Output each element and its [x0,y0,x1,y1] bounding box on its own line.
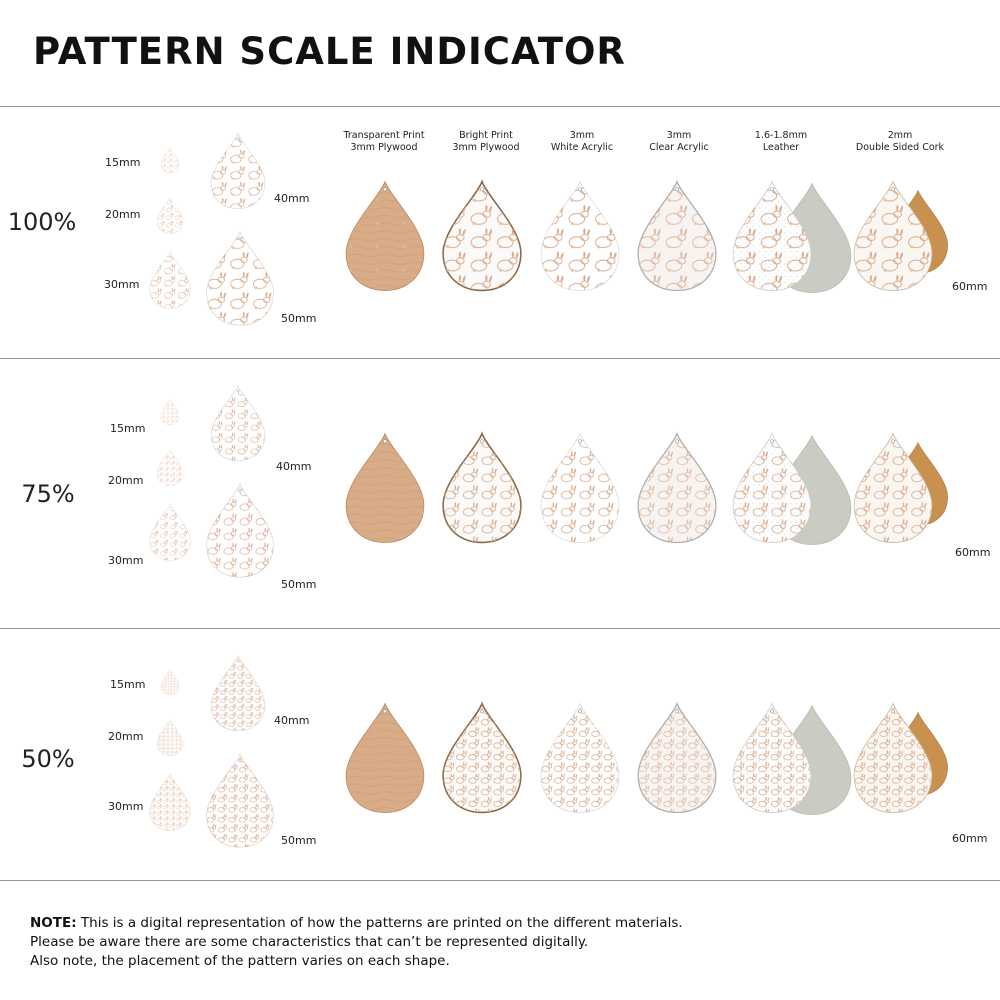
material-plywood-transparent [345,181,425,291]
swatch-40mm [210,133,266,209]
swatch-40mm [210,655,266,731]
swatch-15mm [160,146,180,174]
material-plywood-bright [442,702,522,814]
material-plywood-transparent [345,433,425,543]
material-header-cork: 2mm Double Sided Cork [855,130,945,153]
size-label-15mm: 15mm [110,422,146,435]
size-label-50mm: 50mm [281,312,317,325]
material-leather-front [732,433,812,543]
material-header-white-acrylic: 3mm White Acrylic [550,130,614,153]
material-white-acrylic [540,181,620,291]
page-title: PATTERN SCALE INDICATOR [33,30,626,73]
size-label-60mm: 60mm [955,546,991,559]
material-clear-acrylic [637,432,717,544]
material-leather-front [732,703,812,813]
material-cork-front [853,703,933,813]
swatch-20mm [156,197,184,234]
swatch-20mm [156,719,184,756]
size-label-20mm: 20mm [108,474,144,487]
size-label-20mm: 20mm [105,208,141,221]
size-label-30mm: 30mm [108,800,144,813]
material-header-plywood: Transparent Print 3mm Plywood [343,130,425,153]
divider-top [0,106,1000,107]
size-label-50mm: 50mm [281,834,317,847]
size-label-40mm: 40mm [274,192,310,205]
note-label: NOTE: [30,915,77,931]
swatch-30mm [149,503,191,561]
swatch-30mm [149,773,191,831]
material-cork-front [853,181,933,291]
size-label-30mm: 30mm [108,554,144,567]
material-plywood-bright [442,180,522,292]
swatch-15mm [160,668,180,696]
material-clear-acrylic [637,702,717,814]
swatch-30mm [149,251,191,309]
scale-percent: 75% [21,480,75,508]
size-label-60mm: 60mm [952,280,988,293]
material-leather-front [732,181,812,291]
material-clear-acrylic [637,180,717,292]
scale-percent: 100% [7,208,77,236]
material-header-clear-acrylic: 3mm Clear Acrylic [649,130,709,153]
size-label-40mm: 40mm [276,460,312,473]
note-line-2: Please be aware there are some character… [30,934,589,950]
material-white-acrylic [540,433,620,543]
swatch-15mm [160,398,180,426]
note-line-1: This is a digital representation of how … [76,915,683,931]
size-label-20mm: 20mm [108,730,144,743]
size-label-60mm: 60mm [952,832,988,845]
divider-2 [0,628,1000,629]
material-header-bright: Bright Print 3mm Plywood [452,130,520,153]
size-label-15mm: 15mm [110,678,146,691]
size-label-30mm: 30mm [104,278,140,291]
divider-bottom [0,880,1000,881]
swatch-50mm [206,483,274,578]
material-white-acrylic [540,703,620,813]
material-plywood-bright [442,432,522,544]
scale-percent: 50% [21,745,75,773]
material-plywood-transparent [345,703,425,813]
size-label-50mm: 50mm [281,578,317,591]
swatch-40mm [210,385,266,461]
note-text: NOTE: This is a digital representation o… [30,914,683,971]
swatch-50mm [206,753,274,848]
material-header-leather: 1.6-1.8mm Leather [754,130,808,153]
size-label-15mm: 15mm [105,156,141,169]
swatch-20mm [156,449,184,486]
material-cork-front [853,433,933,543]
note-line-3: Also note, the placement of the pattern … [30,953,450,969]
size-label-40mm: 40mm [274,714,310,727]
divider-1 [0,358,1000,359]
swatch-50mm [206,231,274,326]
